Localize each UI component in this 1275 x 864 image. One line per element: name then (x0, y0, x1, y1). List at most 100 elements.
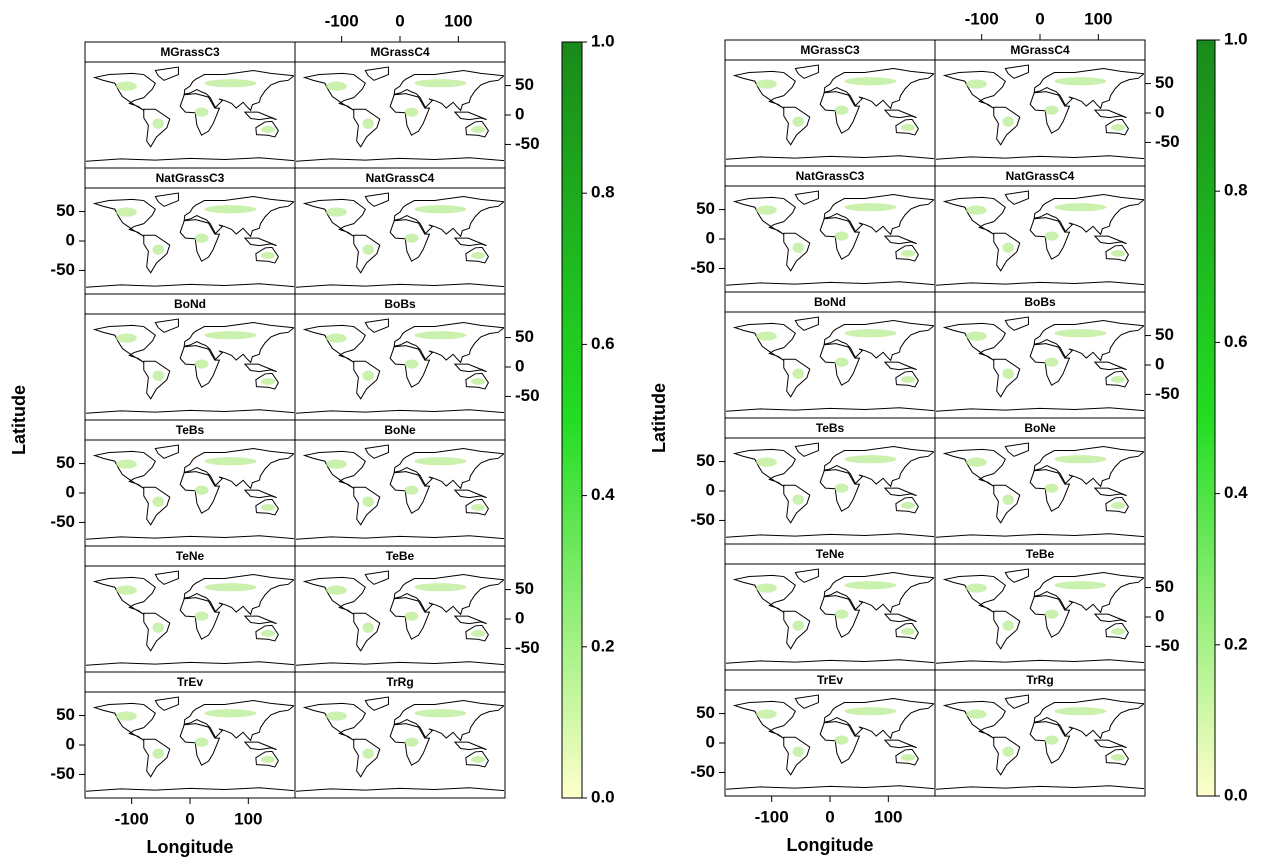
world-map (86, 444, 294, 540)
world-map (86, 696, 294, 792)
panel-title: BoNd (814, 295, 846, 309)
colorbar-tick-label: 0.6 (591, 334, 615, 353)
panel-title: MGrassC3 (800, 43, 860, 57)
y-tick-label: -50 (515, 134, 540, 153)
panel-title: BoNe (1024, 421, 1056, 435)
world-map (296, 66, 504, 162)
y-tick-label: 50 (56, 201, 75, 220)
panel-title: BoBs (384, 297, 416, 311)
panel-title: TrEv (177, 675, 203, 689)
panel-title: NatGrassC4 (1006, 169, 1075, 183)
y-tick-label: 0 (706, 732, 715, 751)
y-tick-label: -50 (1155, 384, 1180, 403)
y-tick-label: -50 (690, 510, 715, 529)
y-tick-label: 50 (56, 705, 75, 724)
world-map (86, 192, 294, 288)
world-map (936, 316, 1144, 412)
y-tick-label: 50 (56, 453, 75, 472)
colorbar-tick-label: 0.4 (591, 485, 615, 504)
y-tick-label: -50 (1155, 636, 1180, 655)
y-axis-label: Latitude (9, 385, 29, 455)
world-map (726, 64, 934, 160)
y-tick-label: 50 (515, 75, 534, 94)
world-map (86, 66, 294, 162)
x-tick-label: -100 (115, 809, 149, 828)
x-tick-label: 0 (395, 11, 404, 30)
colorbar-tick-label: 0.6 (1224, 332, 1248, 351)
panel-title: BoNe (384, 423, 416, 437)
y-tick-label: 0 (1155, 606, 1164, 625)
y-tick-label: -50 (515, 386, 540, 405)
y-tick-label: 50 (515, 579, 534, 598)
panel-title: TeNe (176, 549, 205, 563)
panel-title: TeNe (816, 547, 845, 561)
x-tick-label: 100 (444, 11, 472, 30)
x-tick-label: 0 (185, 809, 194, 828)
y-tick-label: 0 (66, 482, 75, 501)
world-map (936, 190, 1144, 286)
panel-title: TeBs (176, 423, 205, 437)
world-map (726, 190, 934, 286)
colorbar-tick-label: 0.2 (1224, 634, 1248, 653)
colorbar-tick-label: 1.0 (591, 31, 615, 50)
world-map (296, 570, 504, 666)
world-map (936, 694, 1144, 790)
x-tick-label: 0 (825, 807, 834, 826)
x-tick-label: 100 (234, 809, 262, 828)
y-tick-label: 0 (515, 104, 524, 123)
panel-title: NatGrassC4 (366, 171, 435, 185)
world-map (726, 316, 934, 412)
y-tick-label: 0 (706, 228, 715, 247)
y-tick-label: 50 (696, 199, 715, 218)
world-map (936, 64, 1144, 160)
y-tick-label: 0 (66, 230, 75, 249)
y-tick-label: 50 (1155, 325, 1174, 344)
world-map (726, 442, 934, 538)
colorbar-tick-label: 0.2 (591, 636, 615, 655)
y-tick-label: 0 (66, 734, 75, 753)
y-tick-label: 0 (1155, 102, 1164, 121)
colorbar (561, 41, 583, 799)
y-tick-label: 50 (515, 327, 534, 346)
colorbar-tick-label: 0.4 (1224, 483, 1248, 502)
panel-title: MGrassC4 (370, 45, 430, 59)
world-map (726, 568, 934, 664)
world-map (936, 568, 1144, 664)
panel-title: BoBs (1024, 295, 1056, 309)
y-tick-label: 0 (1155, 354, 1164, 373)
y-tick-label: -50 (515, 638, 540, 657)
world-map (86, 570, 294, 666)
panel-title: TrRg (1026, 673, 1053, 687)
x-axis-label: Longitude (147, 837, 234, 857)
colorbar-tick-label: 0.0 (1224, 785, 1248, 804)
panel-title: NatGrassC3 (156, 171, 225, 185)
x-tick-label: -100 (965, 9, 999, 28)
colorbar-tick-label: 0.8 (1224, 181, 1248, 200)
world-map (296, 192, 504, 288)
x-tick-label: 0 (1035, 9, 1044, 28)
panel-title: TrEv (817, 673, 843, 687)
panel-title: TeBe (386, 549, 415, 563)
y-tick-label: -50 (50, 764, 75, 783)
panel-title: TeBe (1026, 547, 1055, 561)
y-tick-label: -50 (690, 258, 715, 277)
world-map (86, 318, 294, 414)
y-tick-label: -50 (1155, 132, 1180, 151)
y-tick-label: 50 (696, 703, 715, 722)
colorbar-tick-label: 0.8 (591, 183, 615, 202)
world-map (296, 318, 504, 414)
y-axis-label: Latitude (649, 383, 669, 453)
panel-frame (934, 689, 1146, 797)
world-map (296, 444, 504, 540)
x-tick-label: 100 (1084, 9, 1112, 28)
y-tick-label: 50 (1155, 577, 1174, 596)
y-tick-label: 50 (696, 451, 715, 470)
panel-title: MGrassC3 (160, 45, 220, 59)
y-tick-label: -50 (690, 762, 715, 781)
panel-frame (294, 691, 506, 799)
world-map (936, 442, 1144, 538)
panel-title: NatGrassC3 (796, 169, 865, 183)
world-map (726, 694, 934, 790)
x-tick-label: -100 (755, 807, 789, 826)
